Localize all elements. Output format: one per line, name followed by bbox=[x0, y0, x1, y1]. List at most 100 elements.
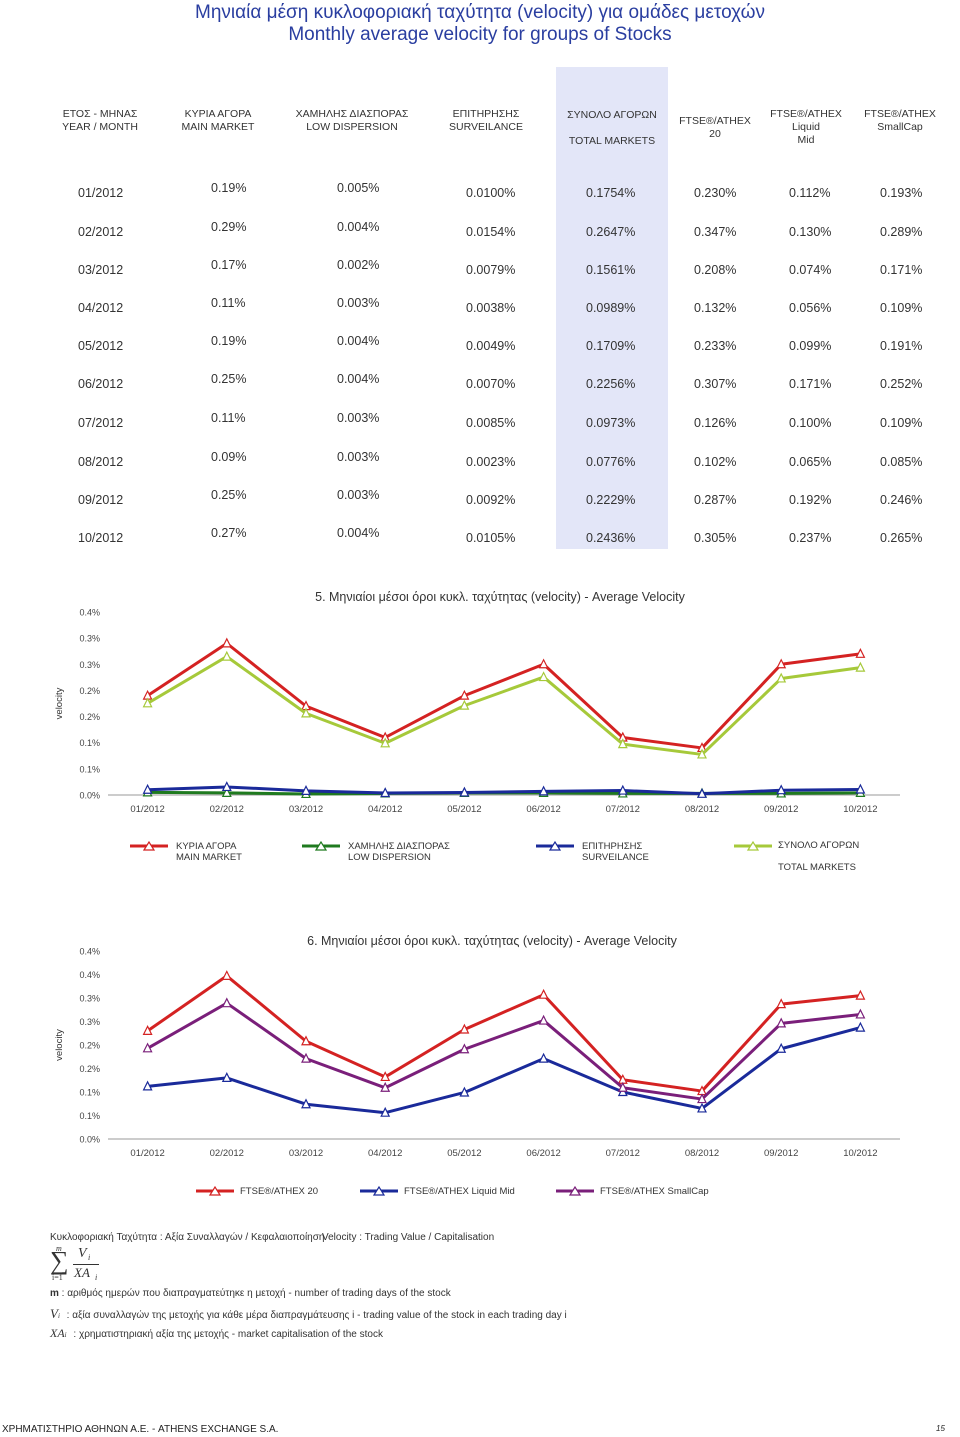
data-point-marker bbox=[776, 998, 787, 1009]
legend-label-2: MAIN MARKET bbox=[176, 852, 242, 863]
cell-month: 08/2012 bbox=[78, 455, 124, 469]
data-point-marker bbox=[776, 672, 787, 683]
legend-main-market: ΚΥΡΙΑ ΑΓΟΡΑ MAIN MARKET bbox=[130, 840, 242, 863]
table-row: 01/2012 0.19% 0.005% 0.0100% 0.1754% 0.2… bbox=[0, 181, 960, 206]
data-point-marker bbox=[459, 1043, 470, 1054]
data-point-marker bbox=[380, 1071, 391, 1082]
x-tick-label: 09/2012 bbox=[764, 804, 798, 815]
cell-low-dispersion: 0.004% bbox=[337, 526, 380, 540]
data-point-marker bbox=[142, 697, 153, 708]
x-tick-label: 02/2012 bbox=[210, 1148, 244, 1159]
cell-main-market: 0.25% bbox=[211, 488, 247, 502]
data-point-marker bbox=[221, 650, 232, 661]
data-point-marker bbox=[301, 785, 311, 795]
data-point-marker bbox=[221, 781, 232, 792]
data-point-marker bbox=[855, 1021, 866, 1032]
cell-ftse-mid: 0.237% bbox=[789, 531, 832, 545]
data-point-marker bbox=[221, 1072, 232, 1082]
data-point-marker bbox=[301, 707, 311, 718]
legend-low-dispersion: ΧΑΜΗΛΗΣ ΔΙΑΣΠΟΡΑΣ LOW DISPERSION bbox=[302, 840, 450, 863]
header-line-1: FTSE®/ATHEX bbox=[864, 108, 936, 120]
cell-surveilance: 0.0105% bbox=[466, 531, 516, 545]
cell-ftse-smallcap: 0.289% bbox=[880, 225, 923, 239]
cell-ftse-mid: 0.099% bbox=[789, 339, 832, 353]
legend-ftse-smallcap: FTSE®/ATHEX SmallCap bbox=[556, 1185, 709, 1197]
data-point-marker bbox=[855, 1008, 866, 1019]
data-point-marker bbox=[459, 689, 470, 700]
x-tick-label: 03/2012 bbox=[289, 1148, 323, 1159]
legend-label: ΕΠΙΤΗΡΗΣΗΣ bbox=[582, 841, 643, 852]
denominator: XA bbox=[74, 1265, 90, 1280]
cell-low-dispersion: 0.003% bbox=[337, 488, 380, 502]
data-point-marker bbox=[459, 786, 470, 797]
cell-ftse-smallcap: 0.252% bbox=[880, 377, 923, 391]
cell-ftse-20: 0.233% bbox=[694, 339, 737, 353]
cell-low-dispersion: 0.005% bbox=[337, 181, 380, 195]
chart-market-groups-velocity: 5. Μηνιαίοι μέσοι όροι κυκλ. ταχύτητας (… bbox=[54, 590, 900, 815]
series-line bbox=[147, 785, 861, 796]
chart-title: 5. Μηνιαίοι μέσοι όροι κυκλ. ταχύτητας (… bbox=[315, 590, 685, 604]
data-point-marker bbox=[697, 748, 707, 759]
fraction-bar bbox=[73, 1264, 99, 1265]
data-point-marker bbox=[459, 1023, 470, 1034]
cell-main-market: 0.11% bbox=[211, 296, 246, 310]
data-point-marker bbox=[776, 784, 787, 795]
header-line-2: SmallCap bbox=[877, 121, 923, 133]
symbol-v-subscript: i bbox=[57, 1312, 60, 1320]
cell-total-markets: 0.0973% bbox=[586, 416, 636, 430]
cell-ftse-20: 0.132% bbox=[694, 301, 737, 315]
data-point-marker bbox=[538, 785, 549, 796]
header-low-dispersion: ΧΑΜΗΛΗΣ ΔΙΑΣΠΟΡΑΣ LOW DISPERSION bbox=[290, 108, 414, 134]
header-line-1: ΣΥΝΟΛΟ ΑΓΟΡΩΝ bbox=[567, 109, 657, 121]
legend-label-2: LOW DISPERSION bbox=[348, 852, 431, 863]
legend-label: FTSE®/ATHEX 20 bbox=[240, 1186, 319, 1197]
legend-swatch-ftse-liquid-mid bbox=[360, 1185, 398, 1196]
cell-total-markets: 0.2647% bbox=[586, 225, 636, 239]
data-point-marker bbox=[380, 1081, 391, 1092]
x-tick-label: 04/2012 bbox=[368, 804, 402, 815]
y-axis-label: velocity bbox=[54, 1029, 65, 1061]
page-title-greek: Μηνιαία μέση κυκλοφοριακή ταχύτητα (velo… bbox=[195, 2, 765, 23]
cell-surveilance: 0.0092% bbox=[466, 493, 516, 507]
x-tick-label: 06/2012 bbox=[526, 804, 560, 815]
y-tick-label: 0.4% bbox=[79, 608, 100, 618]
cell-total-markets: 0.2229% bbox=[586, 493, 636, 507]
cell-main-market: 0.19% bbox=[211, 334, 247, 348]
header-ftse-20: FTSE®/ATHEX 20 bbox=[672, 115, 758, 141]
data-point-marker bbox=[538, 988, 549, 999]
data-point-marker bbox=[776, 1042, 787, 1053]
cell-total-markets: 0.2256% bbox=[586, 377, 636, 391]
header-line-1: ΕΤΟΣ - ΜΗΝΑΣ bbox=[62, 108, 138, 120]
data-point-marker bbox=[221, 637, 232, 648]
cell-month: 03/2012 bbox=[78, 263, 124, 277]
table-row: 08/2012 0.09% 0.003% 0.0023% 0.0776% 0.1… bbox=[0, 450, 960, 475]
data-point-marker bbox=[697, 1093, 707, 1104]
header-main-market: ΚΥΡΙΑ ΑΓΟΡΑ MAIN MARKET bbox=[170, 108, 266, 134]
cell-low-dispersion: 0.003% bbox=[337, 296, 380, 310]
chart-ftse-indices-velocity: 6. Μηνιαίοι μέσοι όροι κυκλ. ταχύτητας (… bbox=[54, 934, 900, 1159]
header-line-1: ΧΑΜΗΛΗΣ ΔΙΑΣΠΟΡΑΣ bbox=[295, 108, 409, 120]
cell-low-dispersion: 0.004% bbox=[337, 334, 380, 348]
cell-total-markets: 0.2436% bbox=[586, 531, 636, 545]
data-point-marker bbox=[221, 970, 232, 981]
x-tick-label: 08/2012 bbox=[685, 804, 719, 815]
cell-surveilance: 0.0079% bbox=[466, 263, 516, 277]
data-point-marker bbox=[459, 1086, 470, 1097]
legend-label-2: SURVEILANCE bbox=[582, 852, 649, 863]
y-axis-label: velocity bbox=[54, 687, 65, 719]
header-line-2: LOW DISPERSION bbox=[306, 121, 398, 133]
legend-label: ΚΥΡΙΑ ΑΓΟΡΑ bbox=[176, 841, 237, 852]
cell-main-market: 0.27% bbox=[211, 526, 247, 540]
sigma-symbol: ∑ bbox=[50, 1246, 69, 1275]
cell-total-markets: 0.1754% bbox=[586, 186, 636, 200]
symbol-xa: XA bbox=[50, 1326, 65, 1340]
y-tick-label: 0.4% bbox=[79, 947, 100, 957]
legend-swatch-low-dispersion bbox=[302, 840, 340, 851]
definition-m: m : αριθμός ημερών που διαπραγματεύτηκε … bbox=[50, 1288, 451, 1299]
data-point-marker bbox=[459, 699, 470, 710]
series-line bbox=[146, 1001, 861, 1101]
cell-low-dispersion: 0.003% bbox=[337, 411, 380, 425]
header-line-2: Mid bbox=[797, 134, 815, 146]
legend-label: FTSE®/ATHEX SmallCap bbox=[600, 1186, 709, 1197]
cell-surveilance: 0.0049% bbox=[466, 339, 516, 353]
